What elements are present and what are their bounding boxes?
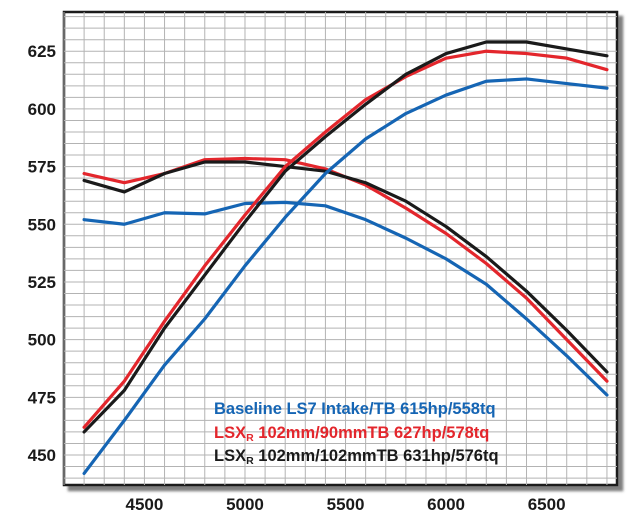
- legend: Baseline LS7 Intake/TB 615hp/558tq LSXR 1…: [214, 400, 499, 467]
- series-line-3-hp: [82, 40, 609, 434]
- y-tick-label: 575: [28, 158, 56, 177]
- x-tick-label: 5500: [327, 495, 365, 514]
- series-layer: [82, 40, 609, 476]
- plot-frame: [62, 10, 619, 487]
- x-axis: 4500 5000 5500 6000 6500: [126, 495, 566, 514]
- series-line-3-tq: [82, 160, 609, 374]
- y-tick-label: 600: [28, 100, 56, 119]
- y-tick-label: 450: [28, 446, 56, 465]
- series-line-1-tq: [82, 200, 609, 397]
- y-tick-label: 500: [28, 331, 56, 350]
- y-tick-label: 525: [28, 273, 56, 292]
- series-line-1-hp: [82, 77, 609, 476]
- x-tick-label: 6500: [528, 495, 566, 514]
- legend-entry-3: LSXR 102mm/102mmTB 631hp/576tq: [214, 447, 499, 467]
- y-tick-label: 625: [28, 42, 56, 61]
- y-tick-label: 550: [28, 215, 56, 234]
- y-axis: 450 475 500 525 550 575 600 625: [28, 42, 56, 465]
- x-tick-label: 6000: [427, 495, 465, 514]
- legend-entry-2: LSXR 102mm/90mmTB 627hp/578tq: [214, 424, 489, 444]
- x-tick-label: 5000: [226, 495, 264, 514]
- legend-entry-1: Baseline LS7 Intake/TB 615hp/558tq: [214, 400, 496, 418]
- y-tick-label: 475: [28, 388, 56, 407]
- x-tick-label: 4500: [126, 495, 164, 514]
- series-line-2-hp: [82, 49, 609, 429]
